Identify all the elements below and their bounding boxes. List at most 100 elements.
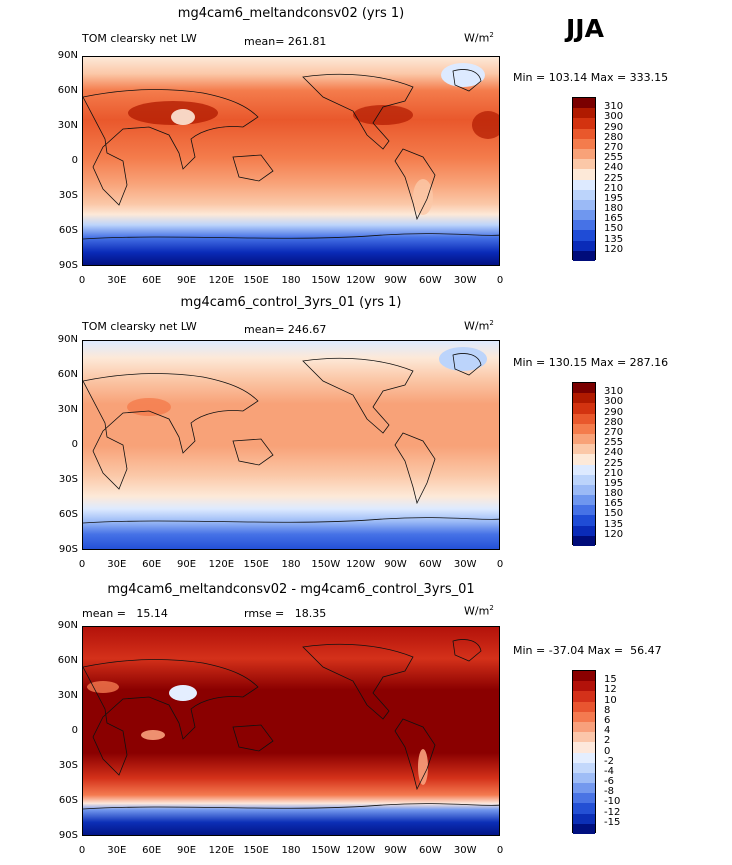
colorbar-3-swatch <box>573 711 595 722</box>
colorbar-3-swatch <box>573 762 595 773</box>
colorbar-3-swatch <box>573 721 595 733</box>
colorbar-2-label: 180 <box>604 488 624 500</box>
colorbar-1-swatch <box>573 230 595 241</box>
lon-tick-label: 30E <box>107 845 127 856</box>
colorbar-1-swatch <box>573 108 595 119</box>
colorbar-3-swatch <box>573 813 595 824</box>
lon-tick-label: 60E <box>142 845 162 856</box>
colorbar-1-swatch <box>573 250 595 261</box>
lon-tick-label: 0 <box>496 275 504 286</box>
panel-2-colorbar <box>572 382 596 546</box>
lon-tick-label: 180 <box>281 559 301 570</box>
panel-3-units: W/m2 <box>464 604 494 618</box>
lat-tick-label: 90S <box>58 544 78 555</box>
lat-tick-label: 30N <box>57 120 78 131</box>
colorbar-1-swatch <box>573 98 595 109</box>
lat-tick-label: 30S <box>58 474 78 485</box>
panel-1-units: W/m2 <box>464 31 494 45</box>
colorbar-2-swatch <box>573 525 595 536</box>
lon-tick-label: 0 <box>496 559 504 570</box>
lon-tick-label: 30W <box>453 559 477 570</box>
colorbar-2-label: 310 <box>604 386 624 398</box>
lon-tick-label: 120W <box>346 275 376 286</box>
colorbar-2-swatch <box>573 433 595 445</box>
lon-tick-label: 120W <box>346 559 376 570</box>
lon-tick-label: 60E <box>142 275 162 286</box>
panel-1-minmax: Min = 103.14 Max = 333.15 <box>513 71 669 84</box>
lon-tick-label: 150E <box>243 559 269 570</box>
panel-1-center-label: mean= 261.81 <box>244 35 327 48</box>
colorbar-1-label: 225 <box>604 172 624 184</box>
colorbar-2-label: 300 <box>604 396 624 408</box>
colorbar-1-swatch <box>573 179 595 190</box>
lat-tick-label: 30S <box>58 190 78 201</box>
panel-3-map <box>82 626 500 836</box>
colorbar-2-swatch <box>573 413 595 424</box>
lon-tick-label: 120E <box>208 845 235 856</box>
lon-tick-label: 150W <box>311 559 341 570</box>
colorbar-3-label: 2 <box>604 735 611 747</box>
panel-2-map <box>82 340 500 550</box>
panel-3-colorbar <box>572 670 596 834</box>
lon-tick-label: 120W <box>346 845 376 856</box>
colorbar-2-swatch <box>573 474 595 485</box>
colorbar-1-label: 255 <box>604 152 624 164</box>
colorbar-3-swatch <box>573 732 595 743</box>
colorbar-3-swatch <box>573 793 595 804</box>
colorbar-1-label: 210 <box>604 182 624 194</box>
colorbar-3-label: -8 <box>604 786 614 798</box>
colorbar-1-label: 165 <box>604 213 624 225</box>
colorbar-3-swatch <box>573 772 595 784</box>
lat-tick-label: 0 <box>71 725 78 736</box>
colorbar-1-swatch <box>573 159 595 170</box>
lon-tick-label: 90E <box>176 275 197 286</box>
panel-3-field <box>83 627 499 835</box>
lat-tick-label: 0 <box>71 439 78 450</box>
lon-tick-label: 90W <box>384 275 407 286</box>
colorbar-1-label: 135 <box>604 233 624 245</box>
panel-3-center-label: rmse = 18.35 <box>244 607 327 620</box>
lat-tick-label: 90N <box>57 334 78 345</box>
lat-tick-label: 60S <box>58 225 78 236</box>
lat-tick-label: 60N <box>57 85 78 96</box>
panel-2-minmax: Min = 130.15 Max = 287.16 <box>513 356 669 369</box>
colorbar-1-swatch <box>573 240 595 251</box>
colorbar-1-swatch <box>573 128 595 139</box>
colorbar-3-label: -4 <box>604 765 614 777</box>
colorbar-3-label: 6 <box>604 714 611 726</box>
lon-tick-label: 30E <box>107 275 127 286</box>
colorbar-2-swatch <box>573 464 595 475</box>
colorbar-3-label: -2 <box>604 755 614 767</box>
colorbar-1-swatch <box>573 118 595 129</box>
colorbar-2-label: 165 <box>604 498 624 510</box>
colorbar-1-swatch <box>573 199 595 211</box>
lon-tick-label: 0 <box>496 845 504 856</box>
colorbar-2-swatch <box>573 495 595 506</box>
panel-2-center-label: mean= 246.67 <box>244 323 327 336</box>
colorbar-2-label: 135 <box>604 518 624 530</box>
colorbar-2-swatch <box>573 393 595 404</box>
lon-tick-label: 30E <box>107 559 127 570</box>
colorbar-3-swatch <box>573 803 595 814</box>
panel-2-units: W/m2 <box>464 319 494 333</box>
lon-tick-label: 60W <box>419 845 442 856</box>
lon-tick-label: 180 <box>281 845 301 856</box>
lon-tick-label: 60W <box>419 275 442 286</box>
lat-tick-label: 90S <box>58 830 78 841</box>
colorbar-3-swatch <box>573 823 595 834</box>
lon-tick-label: 90E <box>176 845 197 856</box>
lon-tick-label: 30W <box>453 275 477 286</box>
colorbar-3-label: 8 <box>604 704 611 716</box>
colorbar-1-label: 150 <box>604 223 624 235</box>
panel-3-minmax: Min = -37.04 Max = 56.47 <box>513 644 662 657</box>
colorbar-1-swatch <box>573 138 595 149</box>
colorbar-1-swatch <box>573 169 595 180</box>
colorbar-1-label: 240 <box>604 162 624 174</box>
colorbar-1-label: 180 <box>604 203 624 215</box>
lon-tick-label: 0 <box>78 275 86 286</box>
panel-2-left-label: TOM clearsky net LW <box>82 320 197 333</box>
lat-tick-label: 60S <box>58 509 78 520</box>
lat-tick-label: 60N <box>57 655 78 666</box>
lon-tick-label: 150W <box>311 275 341 286</box>
panel-3-title: mg4cam6_meltandconsv02 - mg4cam6_control… <box>107 582 475 597</box>
